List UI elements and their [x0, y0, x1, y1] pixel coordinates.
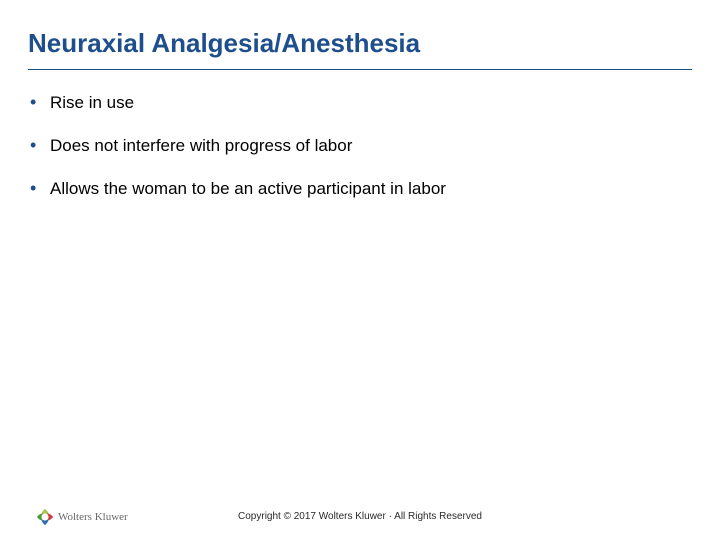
slide-title: Neuraxial Analgesia/Anesthesia — [28, 28, 692, 70]
slide-container: Neuraxial Analgesia/Anesthesia Rise in u… — [0, 0, 720, 540]
bullet-list: Rise in use Does not interfere with prog… — [28, 92, 692, 201]
bullet-item: Does not interfere with progress of labo… — [30, 135, 692, 158]
copyright-footer: Copyright © 2017 Wolters Kluwer · All Ri… — [0, 511, 720, 522]
bullet-item: Allows the woman to be an active partici… — [30, 178, 692, 201]
bullet-item: Rise in use — [30, 92, 692, 115]
